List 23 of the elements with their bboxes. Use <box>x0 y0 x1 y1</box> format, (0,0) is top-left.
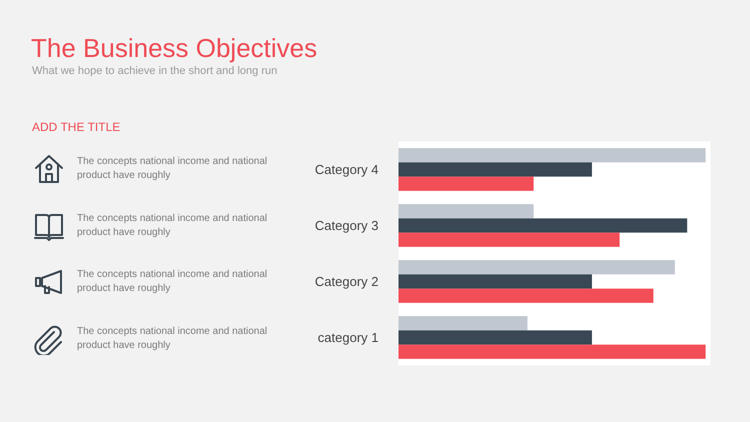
y-tick-label: Category 2 <box>314 274 379 289</box>
bar <box>398 344 706 359</box>
bar <box>398 232 620 247</box>
bar <box>398 176 534 191</box>
bar <box>398 274 592 289</box>
text: The Business Objectives <box>31 33 318 63</box>
y-tick-label: Category 3 <box>314 218 379 233</box>
text: The concepts national income and national product have roughly <box>77 155 268 183</box>
text: The concepts national income and national product have roughly <box>77 212 268 240</box>
y-tick-label: Category 4 <box>314 162 379 177</box>
bar <box>398 288 654 303</box>
text: The concepts national income and national product have roughly <box>77 324 268 352</box>
bar <box>398 330 592 345</box>
text: ADD THE TITLE <box>32 119 120 136</box>
text: The concepts national income and national product have roughly <box>77 268 268 296</box>
y-tick-label: category 1 <box>318 330 378 345</box>
bar <box>398 260 675 274</box>
text: What we hope to achieve in the short and long run <box>32 64 278 79</box>
bar <box>398 316 528 330</box>
bar <box>398 162 592 177</box>
bar <box>398 148 706 162</box>
bar <box>398 204 534 218</box>
bar <box>398 218 688 233</box>
